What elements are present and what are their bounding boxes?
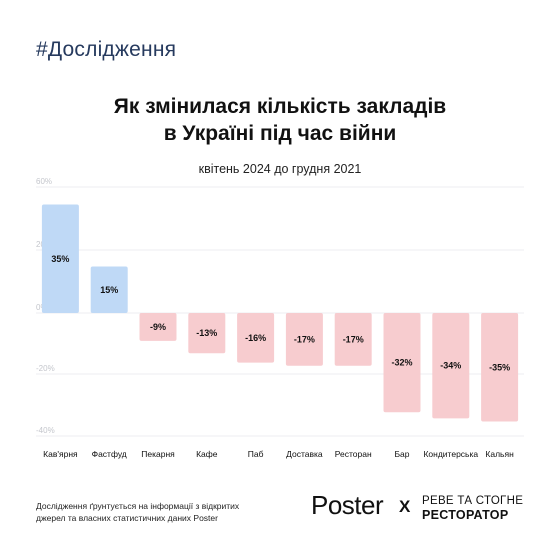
bar-2 [90, 266, 128, 313]
bar-10 [481, 313, 519, 422]
bar-1 [41, 204, 79, 313]
value-label: 15% [100, 285, 118, 295]
bar-5 [237, 313, 275, 363]
category-label: Кафе [196, 449, 218, 459]
chart-title: Як змінилася кількість закладів в Україн… [0, 93, 560, 147]
bar-7 [334, 313, 372, 366]
y-tick-label: 0% [36, 303, 48, 312]
partner-logo-line-1: РЕВЕ ТА СТОГНЕ [422, 495, 524, 507]
value-label: -9% [150, 322, 166, 332]
bar-4 [188, 313, 226, 354]
bar-layer [41, 204, 519, 422]
value-label: -17% [294, 334, 315, 344]
value-label: -17% [343, 334, 364, 344]
value-label: -34% [440, 361, 461, 371]
footer-note-line-2: джерел та власних статистичних даних Pos… [36, 513, 218, 523]
category-label: Ресторан [335, 449, 372, 459]
footer-note-line-1: Дослідження ґрунтується на інформації з … [36, 501, 240, 511]
category-label: Фастфуд [92, 449, 127, 459]
value-label: -13% [196, 328, 217, 338]
value-label: -32% [391, 358, 412, 368]
poster-logo: Poster [311, 490, 384, 520]
bar-6 [285, 313, 323, 366]
hashtag-heading: #Дослідження [36, 38, 177, 61]
bar-8 [383, 313, 421, 413]
category-label: Кав'ярня [43, 449, 78, 459]
y-tick-label: -20% [36, 364, 55, 373]
category-label: Доставка [286, 449, 323, 459]
logo-separator-x: X [399, 497, 411, 516]
chart-title-line-1: Як змінилася кількість закладів [113, 95, 447, 118]
bar-chart: 60%20%0%-20%-40% 35%Кав'ярня15%Фастфуд-9… [36, 177, 524, 459]
bar-9 [432, 313, 470, 419]
category-label: Кондитерська [423, 449, 478, 459]
y-tick-label: 60% [36, 177, 52, 186]
category-label: Пекарня [141, 449, 175, 459]
bar-3 [139, 313, 177, 341]
chart-subtitle: квітень 2024 до грудня 2021 [198, 162, 362, 176]
y-tick-label: -40% [36, 426, 55, 435]
grid-layer: 60%20%0%-20%-40% [36, 177, 524, 437]
category-label: Паб [248, 449, 264, 459]
value-label: 35% [51, 254, 69, 264]
value-label: -16% [245, 333, 266, 343]
category-label: Кальян [485, 449, 514, 459]
footer-note: Дослідження ґрунтується на інформації з … [36, 500, 276, 524]
partner-logo: РЕВЕ ТА СТОГНЕ РЕСТОРАТОР [422, 494, 523, 522]
label-layer: 35% Кав'ярня 15% Фастфуд -9% Пекарня -13% Кафе -… [43, 254, 514, 459]
value-label: -35% [489, 362, 510, 372]
category-label: Бар [394, 449, 409, 459]
chart-title-line-2: в Україні під час війни [163, 122, 397, 145]
partner-logo-line-2: РЕСТОРАТОР [422, 508, 509, 522]
